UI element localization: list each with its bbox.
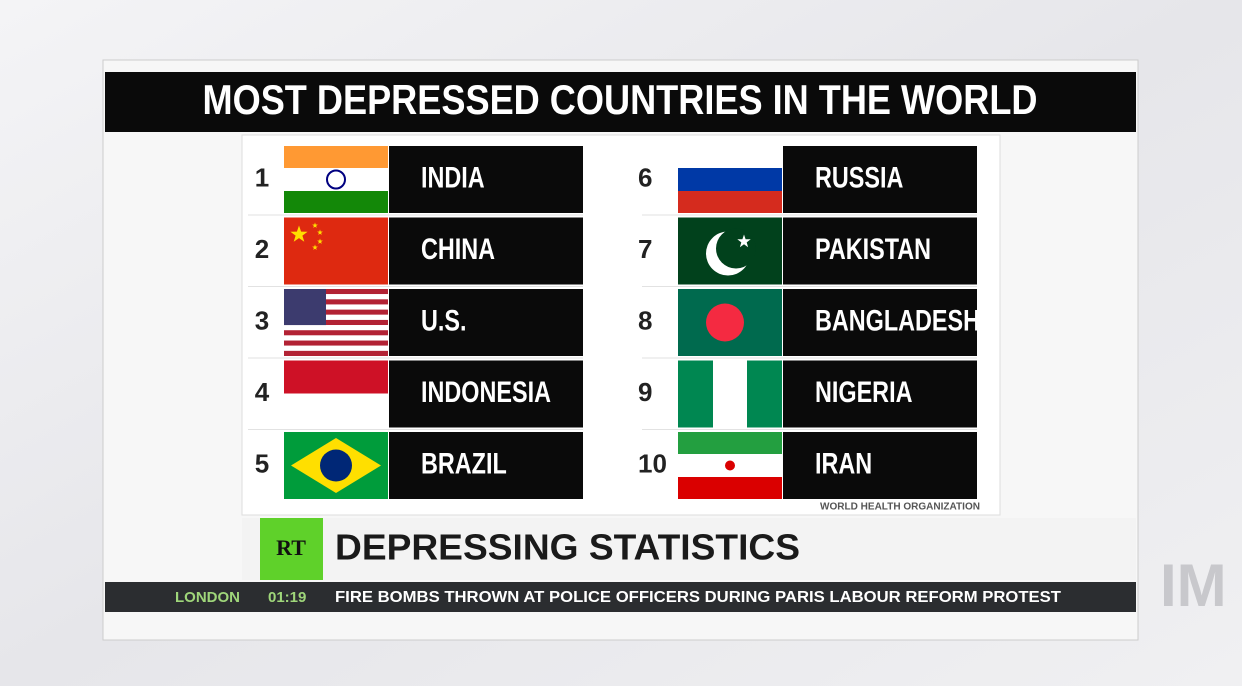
country-name: INDIA bbox=[421, 161, 485, 194]
country-name: RUSSIA bbox=[815, 161, 903, 194]
headline: DEPRESSING STATISTICS bbox=[335, 527, 800, 568]
name-box bbox=[389, 432, 583, 499]
country-name: BANGLADESH bbox=[815, 304, 980, 337]
rank: 10 bbox=[638, 448, 667, 478]
name-wrap: BANGLADESH bbox=[815, 304, 980, 337]
background-text: IM bbox=[1160, 552, 1227, 619]
flag bbox=[284, 360, 388, 428]
rank: 7 bbox=[638, 234, 652, 264]
flag bbox=[678, 432, 782, 499]
name-wrap: INDONESIA bbox=[421, 375, 551, 408]
rank: 4 bbox=[255, 377, 270, 407]
name-wrap: NIGERIA bbox=[815, 375, 912, 408]
country-name: INDONESIA bbox=[421, 375, 551, 408]
flag bbox=[284, 289, 388, 356]
rank: 9 bbox=[638, 377, 652, 407]
rank: 8 bbox=[638, 305, 652, 335]
title-bar bbox=[105, 72, 1136, 132]
ticker-location: LONDON bbox=[175, 589, 240, 606]
name-wrap: CHINA bbox=[421, 232, 495, 265]
rankings: 1 INDIA 2 CHINA 3 U.S. 4 INDONESIA 5 BRAZIL 6 RUSSI… bbox=[248, 146, 980, 499]
name-box bbox=[389, 289, 583, 356]
rank: 1 bbox=[255, 162, 269, 192]
country-name: IRAN bbox=[815, 447, 872, 480]
name-wrap: IRAN bbox=[815, 447, 872, 480]
flag bbox=[678, 146, 782, 213]
headline-bar bbox=[242, 518, 1136, 580]
name-wrap: BRAZIL bbox=[421, 447, 507, 480]
ticker-bar bbox=[105, 582, 1136, 612]
flag bbox=[284, 217, 388, 285]
title: MOST DEPRESSED COUNTRIES IN THE WORLD bbox=[203, 76, 1038, 123]
flag bbox=[678, 289, 782, 356]
name-box bbox=[783, 432, 977, 499]
name-wrap: INDIA bbox=[421, 161, 485, 194]
flag bbox=[678, 360, 782, 428]
country-name: PAKISTAN bbox=[815, 232, 931, 265]
name-box bbox=[783, 360, 977, 428]
name-box bbox=[783, 146, 977, 213]
rank: 2 bbox=[255, 234, 269, 264]
country-name: BRAZIL bbox=[421, 447, 507, 480]
flag bbox=[678, 217, 782, 285]
name-wrap: RUSSIA bbox=[815, 161, 903, 194]
name-wrap: U.S. bbox=[421, 304, 467, 337]
country-name: U.S. bbox=[421, 304, 467, 337]
name-box bbox=[783, 289, 977, 356]
name-box bbox=[783, 217, 977, 285]
logo-box bbox=[260, 518, 323, 580]
name-box bbox=[389, 360, 583, 428]
country-name: NIGERIA bbox=[815, 375, 912, 408]
name-wrap: PAKISTAN bbox=[815, 232, 931, 265]
rank: 3 bbox=[255, 305, 269, 335]
flag bbox=[284, 432, 388, 499]
channel-logo: RT bbox=[276, 535, 306, 560]
source: WORLD HEALTH ORGANIZATION bbox=[820, 502, 980, 513]
ticker-text: FIRE BOMBS THROWN AT POLICE OFFICERS DUR… bbox=[335, 589, 1061, 606]
name-box bbox=[389, 217, 583, 285]
country-name: CHINA bbox=[421, 232, 495, 265]
flag bbox=[284, 146, 388, 213]
ticker-time: 01:19 bbox=[268, 589, 306, 606]
rank: 6 bbox=[638, 162, 652, 192]
rank: 5 bbox=[255, 448, 269, 478]
name-box bbox=[389, 146, 583, 213]
